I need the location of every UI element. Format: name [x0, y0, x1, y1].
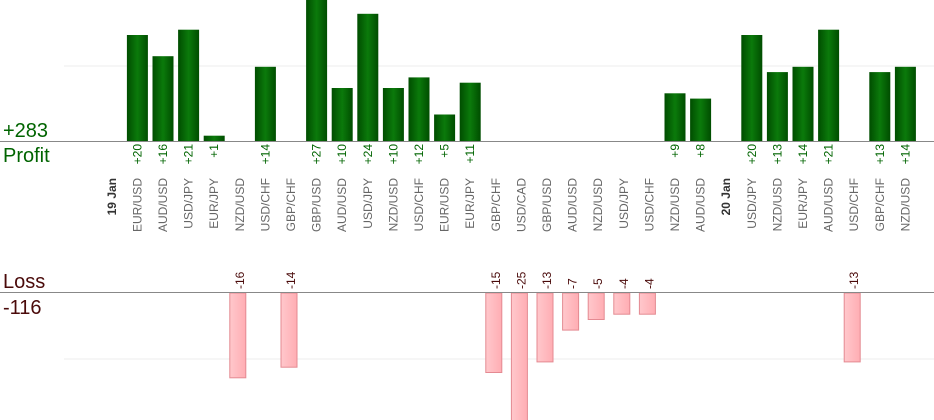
category-label: GBP/CHF — [284, 178, 298, 231]
profit-value-label: +24 — [361, 144, 375, 165]
profit-value-label: +8 — [694, 144, 708, 158]
loss-bar — [562, 292, 580, 331]
loss-bar — [843, 292, 861, 363]
profit-value-label: +12 — [412, 144, 426, 165]
profit-bar — [459, 82, 481, 141]
profit-total: +283 — [3, 120, 49, 142]
profit-value-label: +20 — [745, 144, 759, 165]
profit-bar — [792, 66, 814, 141]
loss-bar — [613, 292, 631, 315]
profit-value-label: +20 — [130, 144, 144, 165]
profit-bar — [254, 66, 276, 141]
loss-bar — [638, 292, 656, 315]
category-label: USD/JPY — [617, 178, 631, 229]
profit-value-label: +16 — [156, 144, 170, 165]
loss-value-label: -15 — [489, 271, 503, 289]
loss-value-label: -4 — [642, 278, 656, 289]
category-label: NZD/USD — [233, 178, 247, 232]
category-label: AUD/USD — [694, 178, 708, 232]
category-label: NZD/USD — [898, 178, 912, 232]
profit-value-label: +14 — [898, 144, 912, 165]
category-label: AUD/USD — [335, 178, 349, 232]
category-label: AUD/USD — [566, 178, 580, 232]
profit-bar — [306, 0, 328, 141]
profit-value-label: +11 — [463, 144, 477, 164]
loss-value-label: -16 — [233, 271, 247, 289]
profit-value-label: +13 — [770, 144, 784, 165]
loss-bar — [280, 292, 298, 368]
profit-value-label: +1 — [207, 144, 221, 158]
category-label: NZD/USD — [386, 178, 400, 232]
profit-value-label: +21 — [822, 144, 836, 165]
loss-value-label: -25 — [514, 271, 528, 289]
category-label: NZD/USD — [770, 178, 784, 232]
loss-value-label: -14 — [284, 271, 298, 289]
category-label: GBP/CHF — [873, 178, 887, 231]
category-label: NZD/USD — [668, 178, 682, 232]
profit-value-label: +10 — [335, 144, 349, 165]
profit-value-label: +14 — [796, 144, 810, 165]
profit-bar — [741, 35, 763, 141]
profit-bar — [818, 29, 840, 142]
profit-bar — [869, 72, 891, 141]
category-label: NZD/USD — [591, 178, 605, 232]
profit-bar — [664, 93, 686, 141]
category-label: USD/CHF — [847, 178, 861, 231]
profit-value-label: +13 — [873, 144, 887, 165]
loss-bar — [229, 292, 247, 379]
category-label: AUD/USD — [822, 178, 836, 232]
loss-value-label: -13 — [847, 271, 861, 289]
loss-label: Loss — [3, 271, 46, 293]
loss-value-label: -7 — [566, 278, 580, 289]
category-label: USD/JPY — [182, 178, 196, 229]
profit-bar — [382, 88, 404, 141]
category-label: USD/CHF — [642, 178, 656, 231]
loss-bar — [536, 292, 554, 363]
category-label: USD/JPY — [361, 178, 375, 229]
category-label: EUR/USD — [438, 178, 452, 232]
date-label: 19 Jan — [105, 178, 119, 215]
loss-bar — [485, 292, 503, 373]
profit-value-label: +10 — [386, 144, 400, 165]
loss-value-label: -5 — [591, 278, 605, 289]
category-label: GBP/USD — [540, 178, 554, 232]
category-label: USD/CHF — [412, 178, 426, 231]
category-label: EUR/JPY — [463, 178, 477, 229]
profit-bar — [434, 114, 456, 141]
category-label: AUD/USD — [156, 178, 170, 232]
category-label: USD/CHF — [258, 178, 272, 231]
profit-label: Profit — [3, 145, 50, 167]
profit-bar — [690, 98, 712, 141]
profit-bar — [178, 29, 200, 142]
profit-bar — [766, 72, 788, 141]
profit-bar — [357, 13, 379, 141]
profit-value-label: +9 — [668, 144, 682, 158]
profit-value-label: +5 — [438, 144, 452, 158]
profit-value-label: +14 — [258, 144, 272, 165]
category-label: EUR/JPY — [796, 178, 810, 229]
category-label: GBP/CHF — [489, 178, 503, 231]
profit-bar — [203, 135, 225, 141]
loss-value-label: -13 — [540, 271, 554, 289]
date-label: 20 Jan — [719, 178, 733, 215]
loss-bar — [510, 292, 528, 420]
category-label: EUR/JPY — [207, 178, 221, 229]
profit-bar — [894, 66, 916, 141]
loss-bar — [587, 292, 605, 320]
category-label: USD/CAD — [514, 178, 528, 232]
profit-bar — [126, 35, 148, 141]
loss-value-label: -4 — [617, 278, 631, 289]
category-label: GBP/USD — [310, 178, 324, 232]
category-label: EUR/USD — [130, 178, 144, 232]
category-label: USD/JPY — [745, 178, 759, 229]
profit-bar — [152, 56, 174, 142]
loss-total: -116 — [3, 297, 42, 319]
profit-value-label: +21 — [182, 144, 196, 165]
profit-bar — [331, 88, 353, 141]
profit-value-label: +27 — [310, 144, 324, 165]
profit-bar — [408, 77, 430, 141]
